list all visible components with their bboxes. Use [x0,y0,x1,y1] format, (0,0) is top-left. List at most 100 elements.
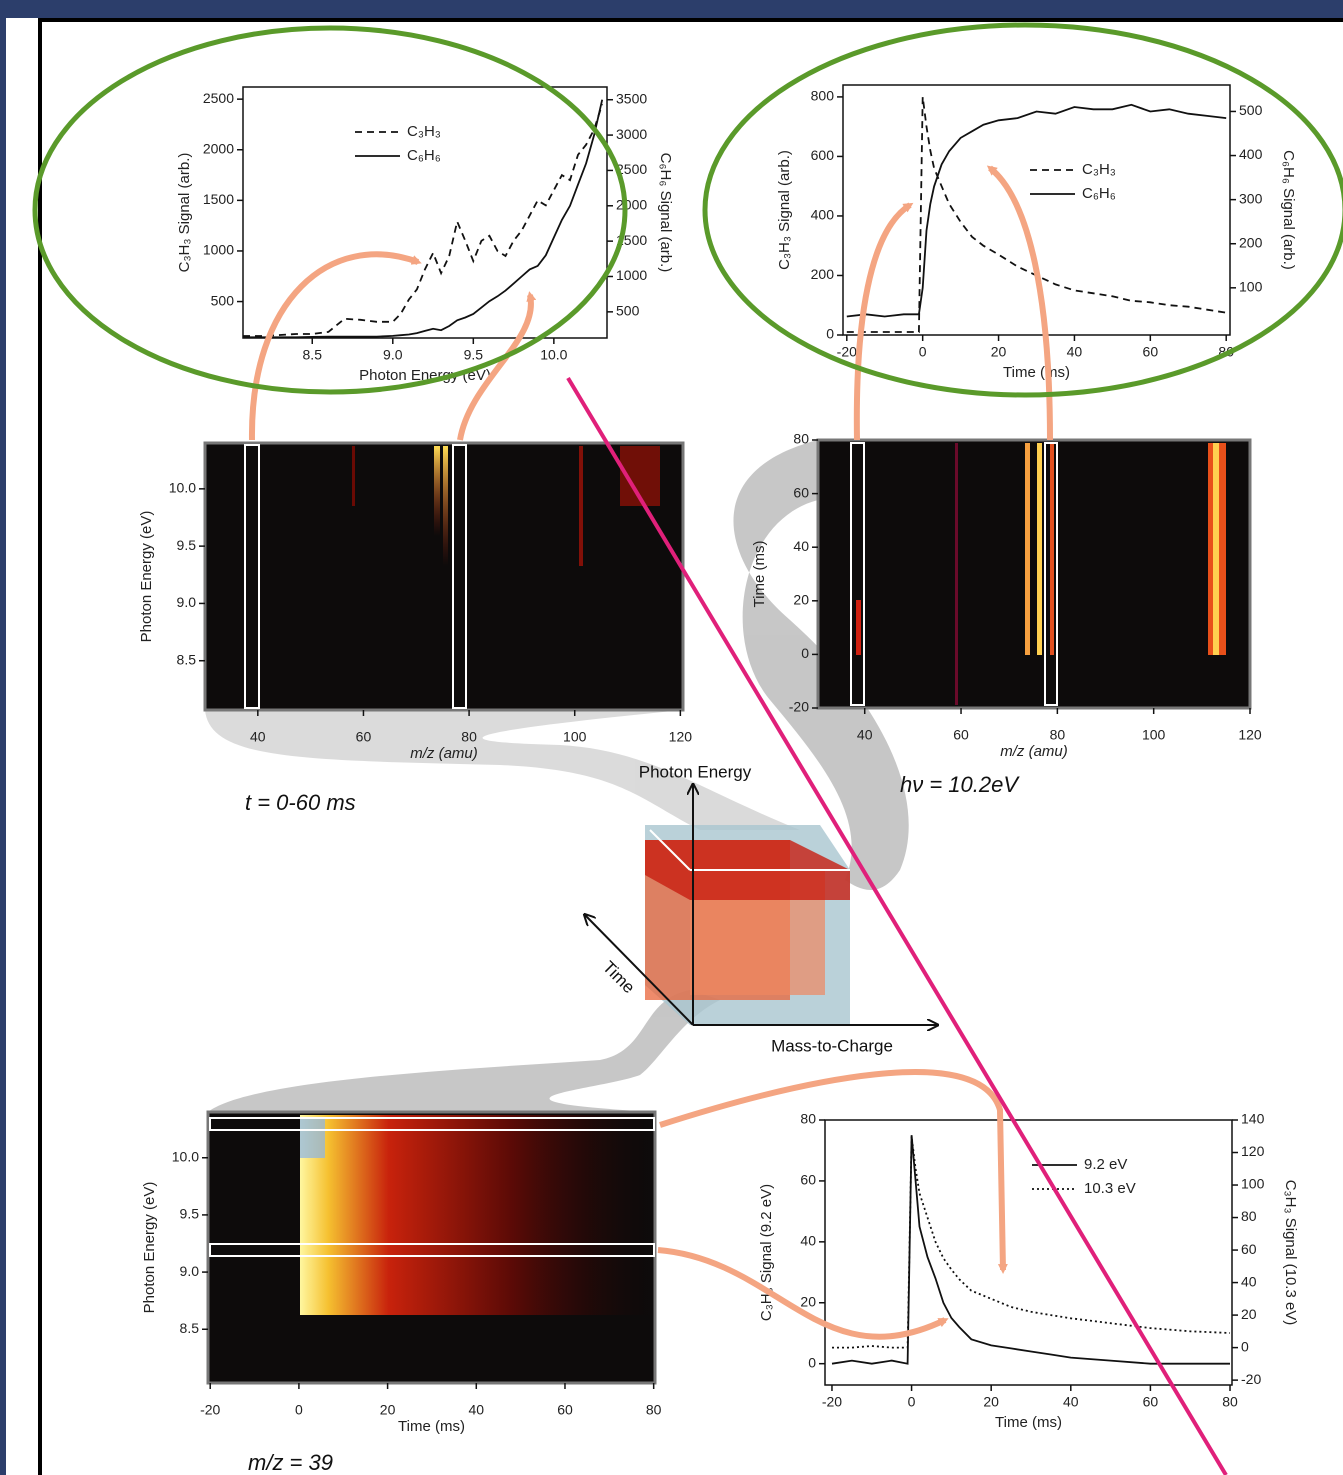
caption: hν = 10.2eV [900,772,1020,797]
y-tick-label: 2500 [203,90,234,106]
series-line [846,103,1227,318]
y-tick-label: 500 [211,292,235,308]
highlight-box [850,442,865,706]
plot-frame [242,86,608,339]
y2-tick-label: 200 [1239,234,1263,250]
pointer-line [566,376,1228,1475]
cube-axis-label: Mass-to-Charge [771,1036,893,1055]
streak [352,446,355,506]
arrow [659,1069,1008,1274]
series-line [243,103,604,337]
x-tick-label: 40 [1063,1394,1079,1410]
x-tick-label: 40 [857,727,873,743]
y-tick-label: 10.0 [172,1148,199,1164]
y2-tick-label: 400 [1239,146,1263,162]
streak [856,600,861,655]
heatmap-background [816,438,1252,710]
highlight-box [452,444,467,709]
y2-tick-label: 300 [1239,190,1263,206]
y-tick-label: -20 [789,699,809,715]
ribbon [208,990,720,1112]
y-tick-label: 20 [800,1293,816,1309]
ribbon [205,710,800,830]
y2-tick-label: 500 [1239,102,1263,118]
arrow [853,202,914,441]
x-tick-label: 9.5 [464,347,484,363]
x-tick-label: 80 [1222,1394,1238,1410]
series-line [831,1135,1230,1365]
highlight-box [209,1117,655,1131]
series-line [846,96,1227,333]
x-tick-label: 60 [557,1402,573,1418]
y-tick-label: 40 [800,1233,816,1249]
y2-tick-label: 3000 [616,126,647,142]
heat-region [300,1115,655,1315]
y-tick-label: 1500 [203,191,234,207]
x-tick-label: 40 [468,1402,484,1418]
y-axis-title: Photon Energy (eV) [141,1182,158,1314]
arrow [986,165,1053,441]
y2-tick-label: 2000 [616,196,647,212]
x-tick-label: 20 [983,1394,999,1410]
y2-tick-label: 40 [1241,1273,1257,1289]
streak [1037,443,1042,655]
y2-axis-title: C₆H₆ Signal (arb.) [1280,150,1297,270]
heat-region [300,1118,325,1158]
y-axis-title: C₃H₃ Signal (arb.) [776,150,793,270]
y2-tick-label: 0 [1241,1338,1249,1354]
x-axis-title: Photon Energy (eV) [359,367,491,384]
y-tick-label: 60 [793,484,809,500]
legend-label: 10.3 eV [1084,1180,1136,1197]
plot-frame [842,84,1231,336]
y2-tick-label: 120 [1241,1143,1265,1159]
y2-tick-label: 60 [1241,1241,1257,1257]
y2-tick-label: 100 [1239,279,1263,295]
x-tick-label: -20 [200,1402,220,1418]
series-line [243,99,604,339]
legend-label: C₆H₆ [407,147,441,164]
x-tick-label: -20 [822,1394,842,1410]
y-tick-label: 0 [801,645,809,661]
x-tick-label: -20 [837,344,857,360]
highlight-ellipse [32,25,628,395]
x-axis-title: Time (ms) [995,1414,1062,1431]
cube-axis [585,915,694,1026]
y-axis-title: Photon Energy (eV) [138,511,155,643]
highlight-ellipse [702,22,1343,398]
x-tick-label: 10.0 [540,347,567,363]
x-tick-label: 8.5 [303,347,323,363]
series-line [832,1136,1231,1349]
y-tick-label: 60 [800,1172,816,1188]
highlight-box [209,1243,655,1257]
cube: Photon Energy Time Mass-to-Charge [585,762,937,1055]
y-tick-label: 0 [826,326,834,342]
y-tick-label: 8.5 [180,1320,200,1336]
streak [955,443,958,705]
streak [434,446,440,536]
y-tick-label: 9.5 [177,537,197,553]
x-tick-label: 60 [356,729,372,745]
y-tick-label: 800 [811,88,835,104]
highlight-box [1044,442,1058,706]
y2-tick-label: 20 [1241,1306,1257,1322]
heatmap-features [209,442,1226,1315]
y-tick-label: 40 [793,538,809,554]
legend-label: C₃H₃ [1082,161,1116,178]
arrow [457,291,537,441]
y2-axis-title: C₆H₆ Signal (arb.) [657,153,674,273]
y2-tick-label: -20 [1241,1371,1261,1387]
x-tick-label: 100 [1142,727,1166,743]
y-tick-label: 20 [793,592,809,608]
y2-tick-label: 2500 [616,161,647,177]
y-tick-label: 200 [811,266,835,282]
streak [1213,443,1219,655]
y-tick-label: 9.0 [177,594,197,610]
x-axis-title: m/z (amu) [1000,743,1068,760]
x-tick-label: 40 [250,729,266,745]
x-axis-title: Time (ms) [398,1418,465,1435]
cube-edge [649,829,850,871]
x-tick-label: 0 [919,344,927,360]
x-tick-label: 60 [953,727,969,743]
streak [579,446,583,566]
x-tick-label: 80 [461,729,477,745]
